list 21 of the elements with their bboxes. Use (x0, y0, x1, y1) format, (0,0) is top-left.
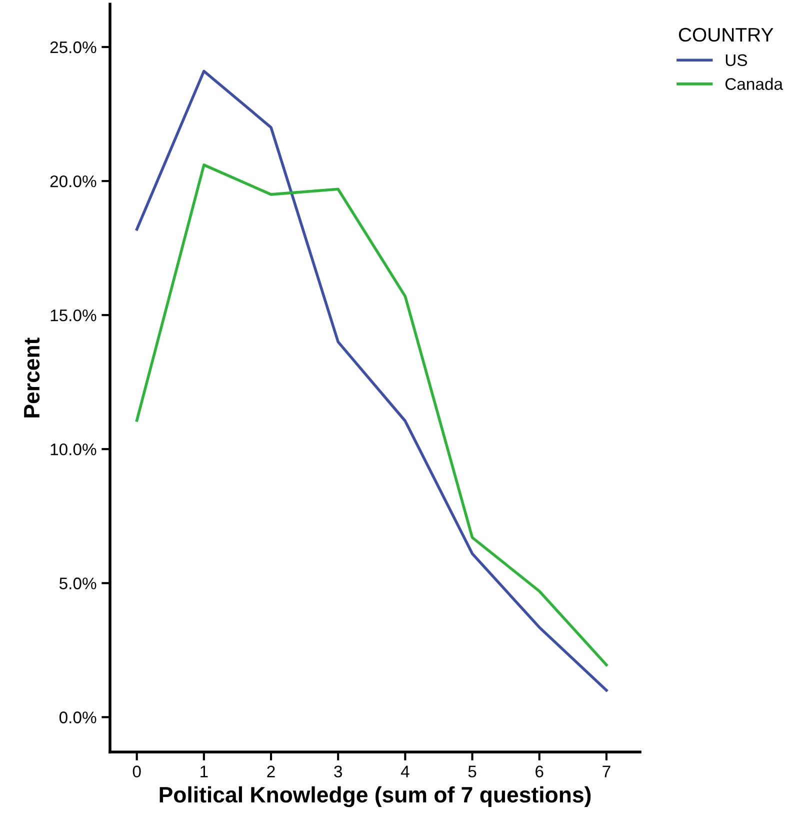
x-tick-label: 5 (468, 766, 476, 778)
y-tick-label: 0.0% (59, 712, 96, 724)
y-tick-label: 25.0% (50, 41, 96, 54)
y-tick-label: 15.0% (50, 309, 96, 322)
x-tick-label: 3 (334, 766, 342, 778)
y-tick-label: 20.0% (50, 175, 96, 188)
legend-title: COUNTRY (678, 28, 774, 42)
y-tick-label: 5.0% (59, 578, 96, 590)
x-tick-label: 7 (602, 766, 610, 778)
x-tick-label: 0 (132, 766, 141, 778)
x-tick-label: 1 (200, 766, 208, 778)
x-tick-label: 6 (536, 766, 544, 778)
x-tick-label: 2 (267, 766, 275, 778)
y-axis-title: Percent (24, 338, 40, 418)
legend-label: Canada (725, 78, 784, 90)
line-series (135, 70, 608, 692)
y-tick-label: 10.0% (50, 444, 96, 456)
x-tick-label: 4 (400, 766, 410, 778)
legend-label: US (726, 54, 748, 66)
line-series (135, 164, 608, 666)
x-axis-title: Political Knowledge (sum of 7 questions) (160, 786, 591, 808)
